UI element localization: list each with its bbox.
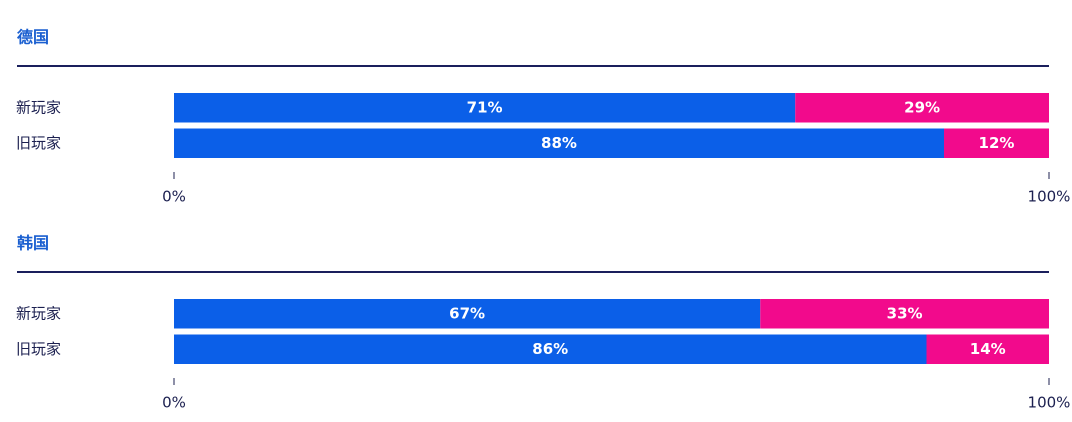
- bar-segment: [944, 128, 1049, 158]
- value-label: 12%: [979, 134, 1015, 152]
- value-label: 33%: [887, 304, 923, 322]
- value-label: 71%: [467, 98, 503, 116]
- value-label: 14%: [970, 340, 1006, 358]
- bar-segment: [926, 334, 1049, 364]
- bar-segment: [760, 299, 1049, 329]
- bar-segment: [174, 299, 761, 329]
- value-label: 88%: [541, 134, 577, 152]
- x-tick-label: 100%: [1028, 188, 1071, 206]
- x-tick-label: 0%: [162, 394, 186, 412]
- category-label: 新玩家: [16, 304, 61, 322]
- bar-segment: [795, 93, 1049, 123]
- bar-segment: [174, 93, 796, 123]
- chart-title: 韩国: [17, 234, 49, 253]
- bar-segment: [174, 128, 944, 158]
- value-label: 29%: [904, 98, 940, 116]
- bar-segment: [174, 334, 927, 364]
- value-label: 67%: [449, 304, 485, 322]
- category-label: 新玩家: [16, 98, 61, 116]
- x-tick-label: 100%: [1028, 394, 1071, 412]
- value-label: 86%: [532, 340, 568, 358]
- category-label: 旧玩家: [16, 134, 61, 152]
- x-tick-label: 0%: [162, 188, 186, 206]
- chart-title: 德国: [17, 28, 49, 47]
- category-label: 旧玩家: [16, 340, 61, 358]
